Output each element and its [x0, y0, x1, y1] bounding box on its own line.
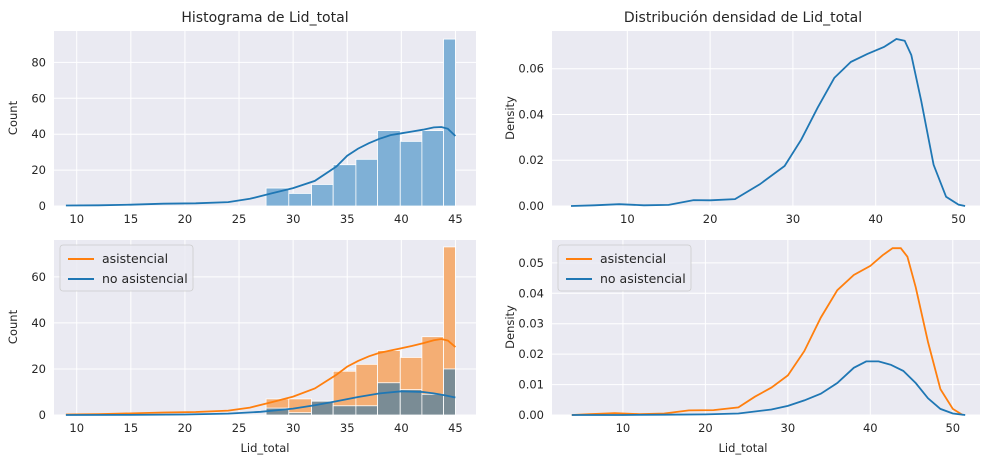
legend-label: asistencial — [102, 251, 168, 266]
x-tick-label: 50 — [945, 421, 960, 435]
y-tick-label: 0.03 — [518, 317, 544, 331]
histogram-bar — [399, 140, 423, 207]
density-total-title: Distribución densidad de Lid_total — [624, 10, 862, 26]
histogram-bar-no-asistencial — [332, 405, 357, 416]
x-tick-label: 20 — [703, 212, 718, 226]
x-tick-label: 30 — [781, 421, 796, 435]
x-tick-label: 20 — [178, 212, 193, 226]
hist-total-title: Histograma de Lid_total — [181, 10, 348, 26]
hist-total-ylabel: Count — [6, 100, 20, 135]
histogram-bar-no-asistencial — [421, 393, 444, 416]
x-tick-label: 40 — [394, 212, 409, 226]
density-split-ylabel: Density — [503, 305, 517, 349]
density-split-xlabel: Lid_total — [719, 441, 768, 455]
x-tick-label: 50 — [951, 212, 966, 226]
kde-line-no-asistencial — [65, 390, 456, 416]
legend: asistencial no asistencial — [59, 244, 194, 292]
x-tick-label: 10 — [616, 421, 631, 435]
histogram-bar-no-asistencial — [399, 389, 423, 416]
histogram-bar — [332, 164, 357, 207]
y-tick-label: 60 — [31, 270, 46, 284]
histogram-bar — [311, 184, 334, 207]
histogram-bar-no-asistencial — [443, 368, 456, 416]
hist-split-xlabel: Lid_total — [241, 441, 290, 455]
x-tick-label: 20 — [698, 421, 713, 435]
x-tick-label: 25 — [232, 212, 247, 226]
kde-line — [65, 126, 457, 207]
x-tick-label: 30 — [286, 212, 301, 226]
histogram-bar — [443, 38, 456, 207]
histogram-bar-no-asistencial — [288, 412, 312, 416]
y-tick-label: 0.02 — [518, 153, 544, 167]
y-tick-label: 0.00 — [518, 199, 544, 213]
hist-split-plot: 10 15 20 25 30 35 40 45 0 20 40 60 asistencial no asi… — [31, 240, 476, 435]
hist-total-plot: 10 15 20 25 30 35 40 45 0 20 40 60 80 — [31, 31, 476, 226]
x-tick-label: 40 — [868, 212, 883, 226]
histogram-bar — [377, 130, 401, 207]
y-tick-label: 0.05 — [518, 256, 544, 270]
density-line-no-asistencial — [571, 360, 966, 416]
x-tick-label: 35 — [340, 421, 355, 435]
x-tick-label: 30 — [286, 421, 301, 435]
x-tick-label: 40 — [394, 421, 409, 435]
y-tick-label: 20 — [31, 163, 46, 177]
y-tick-label: 40 — [31, 316, 46, 330]
histogram-bar-no-asistencial — [377, 382, 401, 416]
x-tick-label: 15 — [124, 212, 139, 226]
x-tick-label: 35 — [340, 212, 355, 226]
legend-label: no asistencial — [102, 271, 188, 286]
y-tick-label: 0.06 — [518, 62, 544, 76]
legend-label: asistencial — [600, 251, 666, 266]
x-tick-label: 20 — [178, 421, 193, 435]
x-tick-label: 45 — [448, 421, 463, 435]
legend: asistencial no asistencial — [557, 244, 692, 292]
y-tick-label: 0.04 — [518, 286, 544, 300]
x-tick-label: 40 — [863, 421, 878, 435]
density-line-asistencial — [571, 247, 964, 416]
y-tick-label: 0.00 — [518, 408, 544, 422]
legend-label: no asistencial — [600, 271, 686, 286]
y-tick-label: 0 — [39, 408, 46, 422]
hist-split-ylabel: Count — [6, 309, 20, 344]
y-tick-label: 40 — [31, 127, 46, 141]
density-line — [570, 38, 966, 207]
x-tick-label: 15 — [124, 421, 139, 435]
histogram-bar — [421, 130, 444, 207]
x-tick-label: 30 — [786, 212, 801, 226]
x-tick-label: 10 — [69, 421, 84, 435]
x-tick-label: 25 — [232, 421, 247, 435]
density-total-plot: 10 20 30 40 50 0.00 0.02 0.04 0.06 — [518, 31, 980, 226]
y-tick-label: 60 — [31, 91, 46, 105]
histogram-bar — [355, 158, 378, 207]
y-tick-label: 0 — [39, 199, 46, 213]
y-tick-label: 0.01 — [518, 378, 544, 392]
y-tick-label: 0.02 — [518, 347, 544, 361]
density-split-plot: 10 20 30 40 50 0.00 0.01 0.02 0.03 0.04 0.05 asiste… — [518, 240, 980, 435]
y-tick-label: 80 — [31, 55, 46, 69]
x-tick-label: 10 — [620, 212, 635, 226]
x-tick-label: 45 — [448, 212, 463, 226]
x-tick-label: 10 — [69, 212, 84, 226]
plot-background — [552, 31, 980, 206]
y-tick-label: 20 — [31, 362, 46, 376]
kde-line-asistencial — [65, 338, 456, 416]
density-total-ylabel: Density — [503, 96, 517, 140]
histogram-bar-no-asistencial — [355, 405, 378, 416]
y-tick-label: 0.04 — [518, 107, 544, 121]
histogram-bar — [288, 193, 312, 207]
